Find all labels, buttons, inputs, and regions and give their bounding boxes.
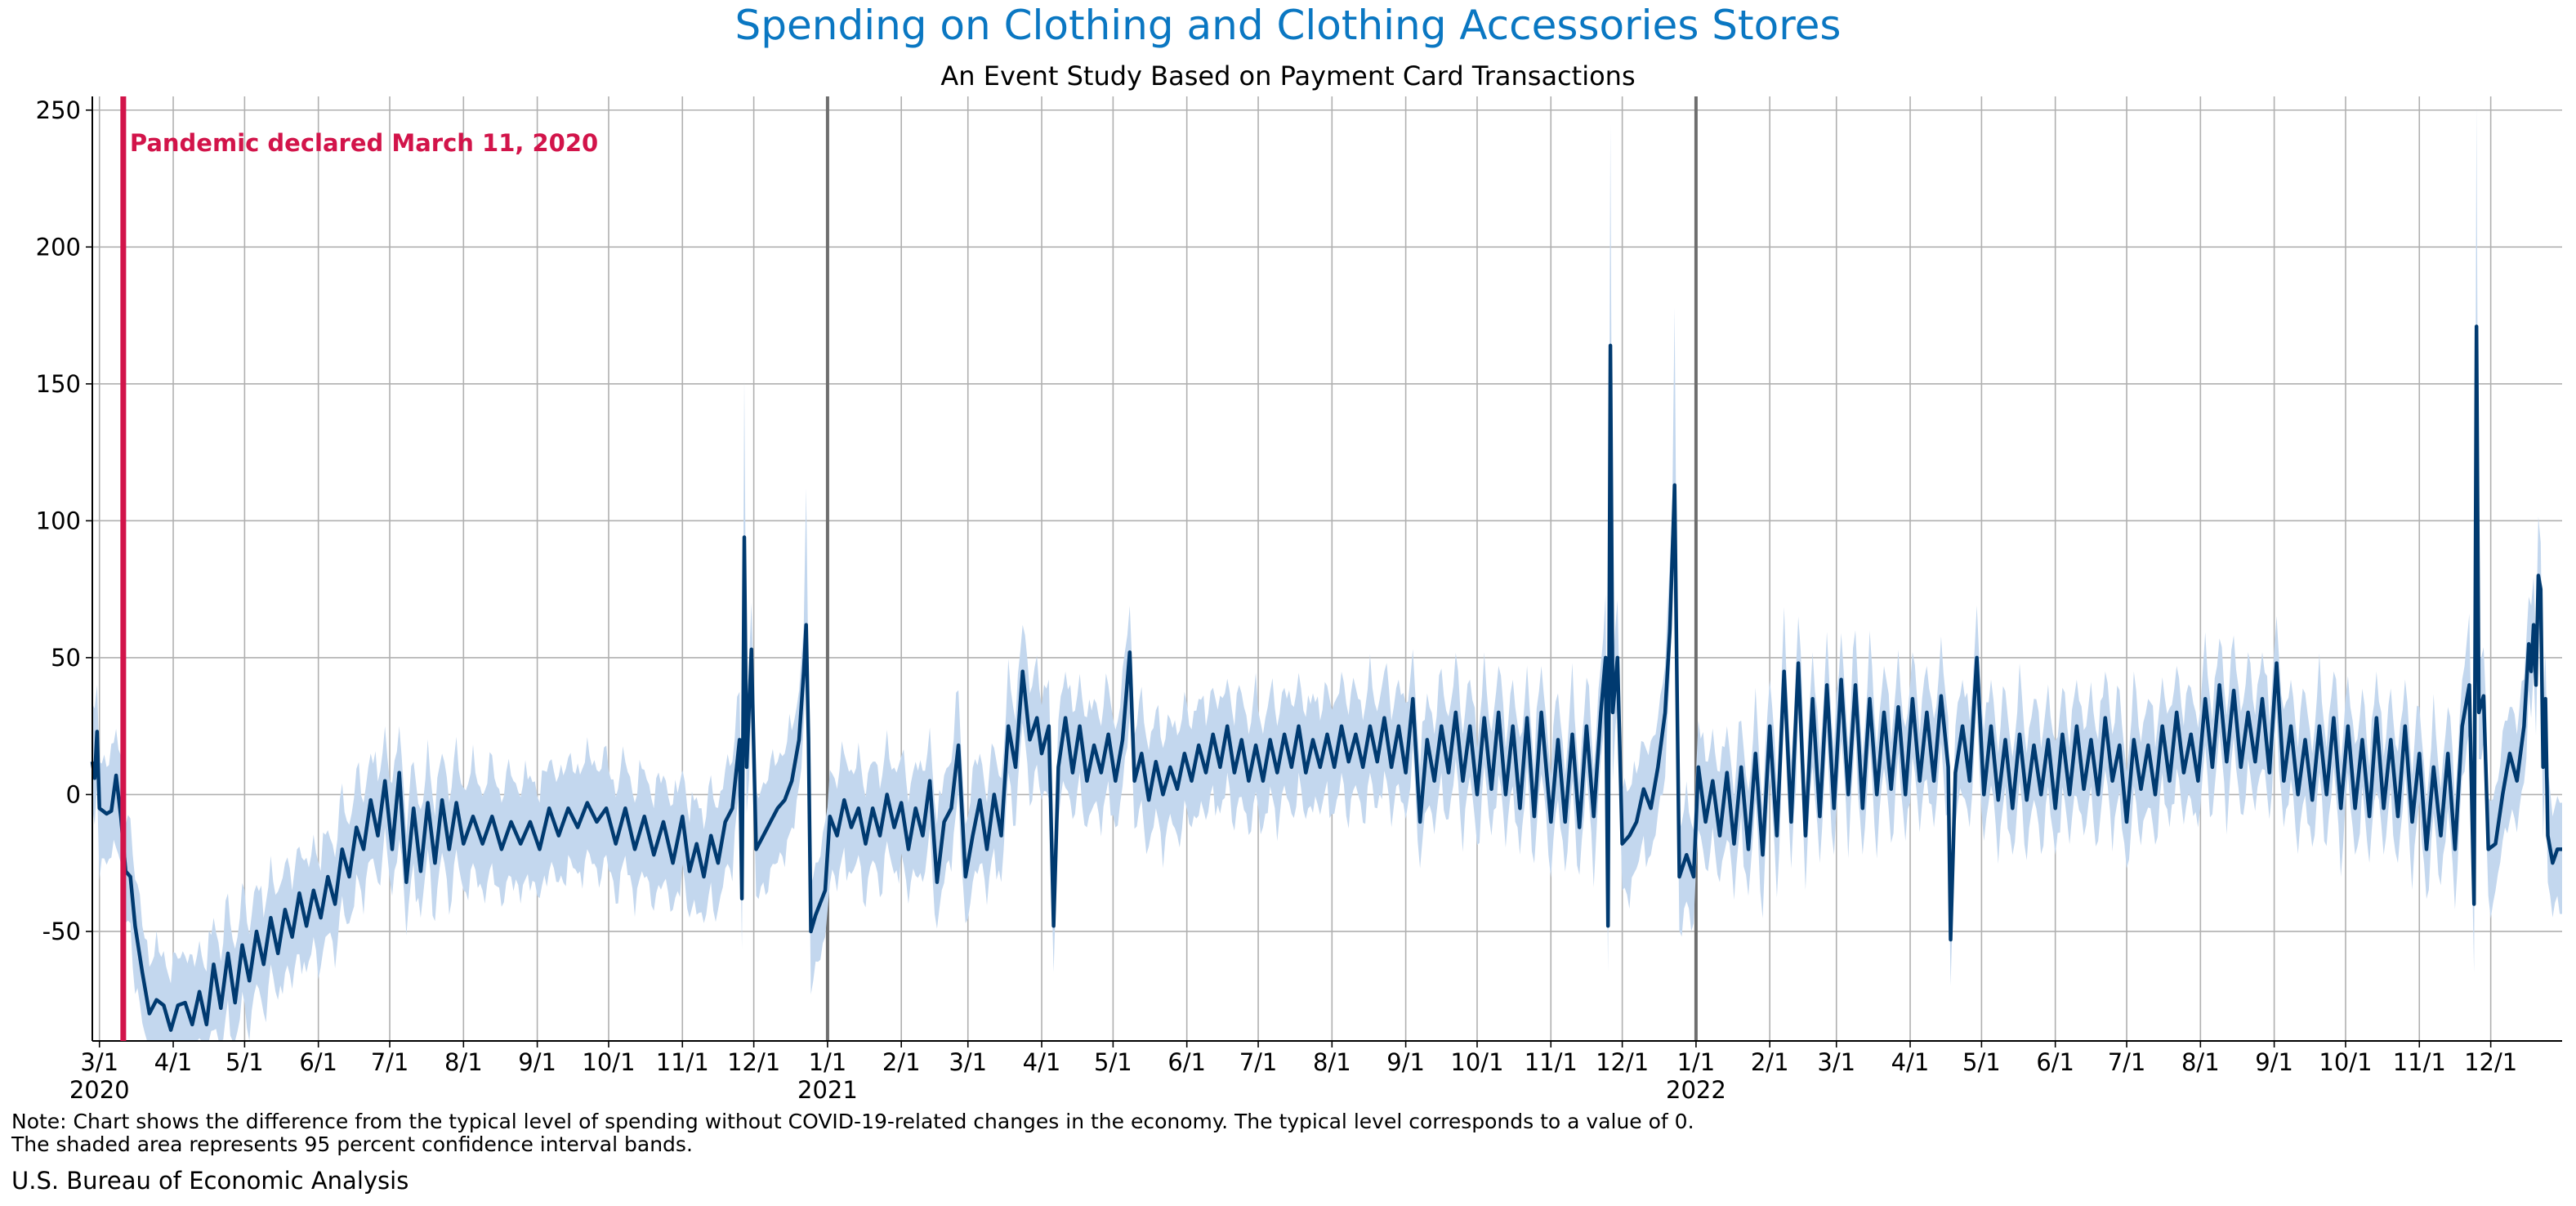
x-tick-label: 7/1	[371, 1048, 409, 1076]
y-tick-label: 150	[36, 370, 81, 398]
x-tick-label: 11/1	[656, 1048, 709, 1076]
x-tick-label: 7/1	[2108, 1048, 2146, 1076]
x-year-label: 2022	[1666, 1076, 1726, 1104]
footnote-line-1: Note: Chart shows the difference from th…	[11, 1110, 1694, 1133]
x-tick-label: 5/1	[225, 1048, 264, 1076]
y-tick-label: 250	[36, 96, 81, 124]
x-tick-label: 10/1	[1450, 1048, 1503, 1076]
x-tick-label: 1/1	[1677, 1048, 1716, 1076]
y-tick-label: 100	[36, 507, 81, 534]
x-tick-label: 10/1	[582, 1048, 635, 1076]
x-tick-label: 8/1	[2181, 1048, 2220, 1076]
x-tick-label: 3/1	[80, 1048, 118, 1076]
x-tick-label: 11/1	[2393, 1048, 2446, 1076]
grid-layer	[92, 96, 2562, 1041]
y-tick-label: 200	[36, 233, 81, 261]
x-tick-label: 2/1	[882, 1048, 921, 1076]
x-tick-label: 11/1	[1525, 1048, 1578, 1076]
x-tick-label: 12/1	[2464, 1048, 2517, 1076]
confidence-band	[92, 105, 2562, 1042]
x-year-label: 2021	[797, 1076, 858, 1104]
x-tick-label: 12/1	[727, 1048, 780, 1076]
footnote-line-2: The shaded area represents 95 percent co…	[11, 1132, 693, 1156]
x-tick-label: 5/1	[1094, 1048, 1132, 1076]
confidence-band-layer	[92, 105, 2562, 1042]
x-tick-label: 10/1	[2319, 1048, 2372, 1076]
series-line-layer	[90, 324, 2562, 1032]
x-tick-label: 4/1	[1023, 1048, 1061, 1076]
x-tick-label: 1/1	[809, 1048, 847, 1076]
y-tick-label: 0	[66, 780, 81, 808]
x-tick-label: 9/1	[1386, 1048, 1425, 1076]
y-tick-label: -50	[42, 918, 81, 945]
event-layer: Pandemic declared March 11, 2020	[120, 96, 598, 1041]
pandemic-annotation: Pandemic declared March 11, 2020	[130, 129, 598, 157]
x-tick-label: 5/1	[1962, 1048, 2001, 1076]
chart-subtitle: An Event Study Based on Payment Card Tra…	[940, 60, 1636, 92]
x-tick-label: 12/1	[1596, 1048, 1649, 1076]
x-year-label: 2020	[69, 1076, 130, 1104]
x-tick-label: 3/1	[949, 1048, 987, 1076]
x-tick-label: 8/1	[444, 1048, 483, 1076]
chart-title: Spending on Clothing and Clothing Access…	[734, 2, 1842, 49]
spending-series-line	[90, 324, 2562, 1032]
source-credit: U.S. Bureau of Economic Analysis	[11, 1167, 409, 1195]
y-tick-label: 50	[51, 644, 81, 672]
x-tick-label: 6/1	[299, 1048, 337, 1076]
x-tick-label: 4/1	[154, 1048, 193, 1076]
x-tick-label: 8/1	[1313, 1048, 1351, 1076]
x-tick-label: 6/1	[1167, 1048, 1206, 1076]
x-tick-label: 6/1	[2036, 1048, 2074, 1076]
x-tick-label: 9/1	[518, 1048, 556, 1076]
x-tick-label: 2/1	[1751, 1048, 1789, 1076]
x-tick-label: 9/1	[2255, 1048, 2293, 1076]
x-tick-label: 4/1	[1891, 1048, 1930, 1076]
x-tick-label: 7/1	[1239, 1048, 1278, 1076]
x-tick-label: 3/1	[1817, 1048, 1855, 1076]
